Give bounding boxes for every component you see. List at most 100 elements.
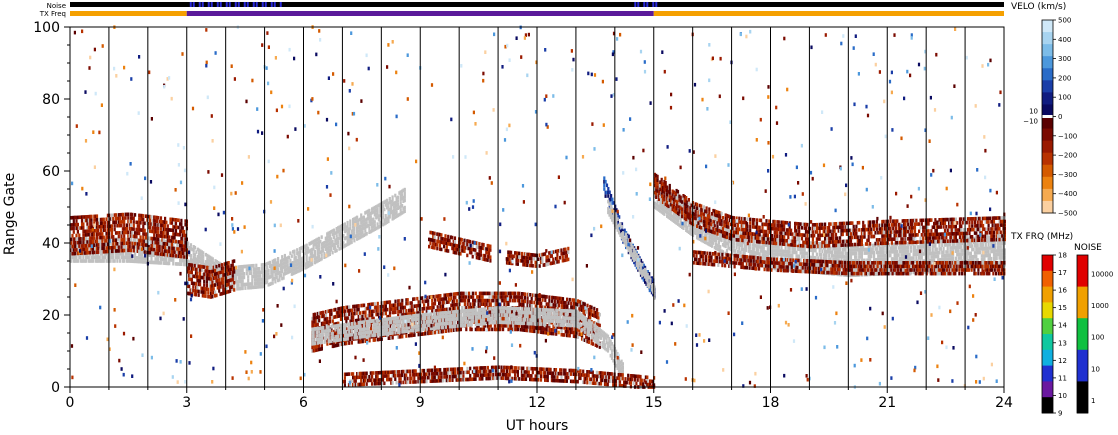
data-cell (323, 336, 326, 341)
data-cell (113, 224, 116, 228)
data-cell (514, 313, 517, 318)
data-cell (268, 275, 272, 279)
data-cell (508, 313, 511, 318)
data-cell (544, 330, 547, 335)
data-cell (427, 316, 430, 320)
data-cell (523, 252, 526, 256)
data-cell (127, 241, 130, 245)
data-cell (544, 305, 547, 310)
data-cell (515, 314, 518, 318)
data-cell (393, 320, 396, 324)
data-cell (337, 321, 340, 326)
data-cell (357, 225, 360, 230)
data-cell (541, 311, 544, 316)
data-cell (539, 253, 543, 257)
data-cell (172, 217, 175, 222)
data-cell (313, 257, 316, 261)
data-cell (574, 302, 577, 306)
data-cell (331, 340, 334, 345)
data-cell (298, 250, 301, 255)
data-cell (478, 256, 481, 261)
data-cell (267, 283, 270, 287)
data-cell (471, 244, 474, 248)
data-cell (102, 221, 105, 225)
data-cell (582, 318, 585, 322)
data-cell (238, 276, 242, 280)
data-cell (481, 298, 484, 303)
data-cell (570, 309, 573, 313)
data-cell (326, 320, 329, 325)
data-cell (402, 195, 405, 200)
data-cell (510, 291, 513, 296)
data-cell (357, 314, 360, 319)
data-cell (452, 296, 456, 300)
data-cell (517, 317, 520, 322)
data-cell (507, 320, 510, 325)
data-cell (552, 312, 555, 316)
data-cell (312, 243, 315, 247)
data-cell (391, 327, 394, 332)
data-cell (541, 315, 544, 319)
data-cell (408, 308, 411, 313)
data-cell (555, 296, 558, 300)
data-cell (559, 316, 562, 320)
data-cell (574, 323, 577, 328)
data-cell (97, 241, 100, 245)
data-cell (596, 322, 599, 327)
data-cell (457, 327, 460, 332)
data-cell (127, 216, 130, 220)
data-cell (161, 241, 164, 246)
data-cell (433, 301, 437, 306)
data-cell (493, 327, 496, 332)
data-cell (552, 328, 555, 332)
data-cell (114, 220, 118, 224)
data-cell (598, 323, 601, 328)
data-cell (552, 250, 555, 254)
data-cell (329, 309, 332, 313)
data-cell (166, 224, 169, 228)
data-cell (210, 260, 213, 264)
data-cell (226, 290, 229, 294)
data-cell (589, 315, 592, 320)
data-cell (371, 225, 374, 229)
data-cell (347, 241, 351, 246)
data-cell (482, 243, 485, 247)
data-cell (508, 306, 511, 311)
data-cell (164, 257, 167, 262)
data-cell (89, 248, 92, 252)
data-cell (322, 333, 325, 337)
data-cell (507, 324, 510, 328)
data-cell (568, 316, 571, 321)
data-cell (323, 329, 326, 334)
data-cell (154, 240, 157, 245)
data-cell (127, 219, 130, 224)
data-cell (282, 265, 285, 269)
data-cell (95, 259, 99, 263)
data-cell (596, 336, 599, 341)
data-cell (545, 327, 548, 332)
data-cell (457, 313, 460, 317)
data-cell (503, 291, 506, 296)
data-cell (452, 303, 456, 307)
data-cell (241, 268, 244, 273)
data-cell (319, 326, 322, 330)
data-cell (520, 251, 523, 256)
data-cell (469, 315, 472, 320)
data-cell (209, 291, 213, 296)
data-cell (326, 309, 329, 314)
data-cell (582, 309, 585, 313)
data-cell (386, 216, 389, 221)
data-cell (439, 318, 442, 323)
data-cell (71, 215, 74, 220)
data-cell (371, 333, 374, 338)
data-cell (446, 300, 449, 304)
data-cell (177, 247, 180, 251)
data-cell (220, 277, 223, 282)
data-cell (333, 324, 336, 329)
data-cell (534, 318, 537, 323)
data-cell (391, 213, 394, 217)
data-cell (345, 316, 348, 320)
data-cell (97, 259, 100, 263)
data-cell (593, 310, 596, 314)
data-cell (529, 252, 532, 257)
